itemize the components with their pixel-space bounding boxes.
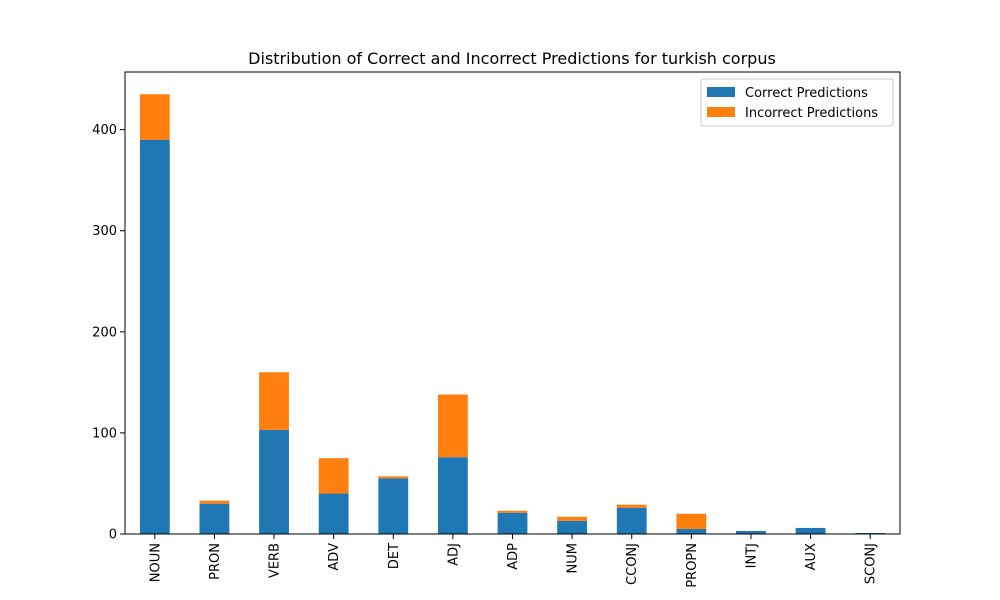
x-axis: NOUN PRON VERB ADV DET ADJ ADP NUM CCONJ PROPN INT… <box>148 534 879 588</box>
bar-incorrect-num <box>557 516 588 521</box>
bar-correct-num <box>557 520 588 534</box>
bar-correct-verb <box>259 429 289 534</box>
x-tick-label-verb: VERB <box>268 543 283 578</box>
bar-incorrect-adj <box>437 394 468 458</box>
bar-correct-det <box>378 478 409 534</box>
bar-correct-adj <box>437 457 468 534</box>
x-tick-label-noun: NOUN <box>148 543 163 582</box>
bar-correct-propn <box>676 528 707 534</box>
bar-correct-cconj <box>616 507 647 534</box>
y-tick-label: 300 <box>92 224 117 239</box>
x-tick-label-adj: ADJ <box>446 543 461 566</box>
bar-incorrect-adv <box>318 458 349 494</box>
legend-label-incorrect: Incorrect Predictions <box>745 106 878 121</box>
x-tick-label-det: DET <box>387 543 402 569</box>
bar-incorrect-det <box>378 476 409 479</box>
x-tick-label-intj: INTJ <box>744 543 759 568</box>
legend-label-correct: Correct Predictions <box>745 86 868 101</box>
y-tick-label: 0 <box>109 528 117 543</box>
bar-correct-noun <box>139 139 170 535</box>
bar-incorrect-pron <box>199 500 230 504</box>
x-tick-label-propn: PROPN <box>685 543 700 588</box>
x-tick-label-num: NUM <box>566 543 581 573</box>
x-tick-label-cconj: CCONJ <box>625 543 640 585</box>
x-tick-label-sconj: SCONJ <box>864 543 879 584</box>
bar-correct-intj <box>736 530 766 534</box>
bar-incorrect-propn <box>676 513 707 529</box>
legend-swatch-correct <box>707 87 735 97</box>
bar-correct-pron <box>199 503 230 534</box>
x-tick-label-adp: ADP <box>506 543 521 570</box>
bar-incorrect-cconj <box>616 504 647 508</box>
legend-frame <box>700 78 894 127</box>
y-axis: 0 100 200 300 400 <box>92 123 125 543</box>
x-tick-label-aux: AUX <box>804 543 819 570</box>
x-tick-label-pron: PRON <box>208 543 223 580</box>
x-tick-label-adv: ADV <box>327 543 342 571</box>
legend: Correct Predictions Incorrect Predictions <box>700 78 894 127</box>
y-tick-label: 400 <box>92 123 117 138</box>
chart-title: Distribution of Correct and Incorrect Pr… <box>248 49 776 68</box>
bar-incorrect-verb <box>259 372 289 430</box>
legend-swatch-incorrect <box>707 107 735 117</box>
bar-correct-adp <box>497 512 528 534</box>
bar-correct-sconj <box>855 532 886 534</box>
bars-group <box>139 94 886 535</box>
y-tick-label: 200 <box>92 325 117 340</box>
y-tick-label: 100 <box>92 426 117 441</box>
bar-incorrect-adp <box>497 510 528 513</box>
bar-correct-aux <box>795 527 826 534</box>
plot-frame <box>124 71 901 535</box>
bar-correct-adv <box>318 493 349 534</box>
bar-incorrect-noun <box>139 94 170 140</box>
